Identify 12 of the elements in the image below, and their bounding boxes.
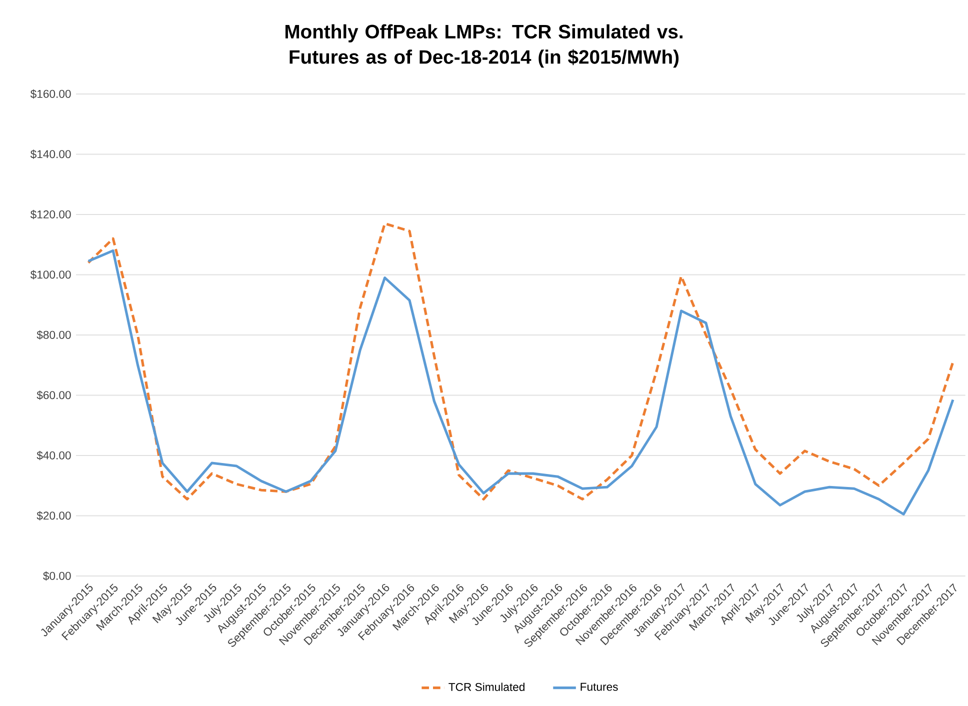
chart-title: Monthly OffPeak LMPs: TCR Simulated vs. Futures as of Dec-18-2014 (in $2015/MWh)	[286, 24, 682, 68]
y-tick-label: $140.00	[30, 150, 71, 159]
y-tick-label: $100.00	[30, 270, 71, 280]
y-tick-label: $0.00	[43, 571, 71, 581]
y-tick-label: $120.00	[30, 210, 71, 220]
y-tick-label: $160.00	[30, 89, 71, 99]
y-tick-label: $80.00	[36, 330, 71, 340]
y-tick-label: $60.00	[36, 390, 71, 400]
legend-label: Futures	[580, 682, 618, 691]
legend-label: TCR Simulated	[448, 682, 524, 692]
y-tick-label: $20.00	[36, 511, 71, 520]
y-tick-label: $40.00	[36, 450, 71, 460]
